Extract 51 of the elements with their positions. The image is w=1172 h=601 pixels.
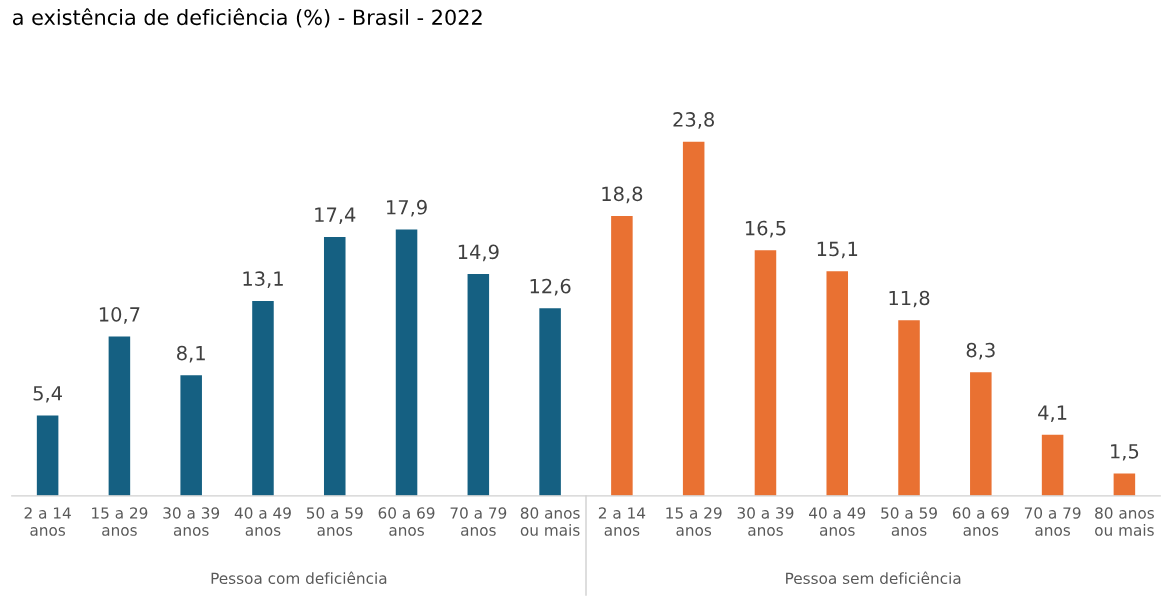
data-label: 17,9 (387, 199, 427, 217)
bar (754, 250, 777, 496)
text: Pessoa sem deficiência (786, 571, 961, 585)
x-tick-label: 40 a 49 anos (234, 507, 291, 536)
bar (323, 236, 346, 496)
x-tick-label: 50 a 59 anos (306, 507, 363, 536)
data-label: 5,4 (33, 386, 62, 403)
text: Pessoa com deficiência (211, 571, 387, 585)
x-tick-label: 2 a 14 anos (24, 507, 71, 536)
x-tick-label: 40 a 49 anos (809, 507, 866, 536)
data-label: 4,1 (1038, 405, 1067, 422)
bar (539, 308, 561, 496)
data-label: 10,7 (99, 307, 140, 324)
x-tick-label: 70 a 79 anos (450, 507, 507, 536)
data-label: 17,4 (315, 207, 356, 225)
data-label: 13,1 (243, 271, 283, 288)
x-tick-label: 80 anos ou mais (520, 507, 580, 536)
bar (898, 320, 920, 496)
data-label: 15,1 (817, 241, 858, 259)
x-tick-label: 30 a 39 anos (737, 507, 794, 536)
bar (1113, 473, 1136, 496)
data-label: 18,8 (602, 186, 643, 204)
data-label: 14,9 (458, 244, 499, 262)
x-tick-label: 60 a 69 anos (952, 507, 1009, 536)
x-tick-label: 2 a 14 anos (598, 507, 646, 536)
chart-title: a existência de deficiência (%) - Brasil - 2022 (12, 8, 482, 28)
x-tick-label: 70 a 79 anos (1024, 507, 1081, 536)
data-label: 8,1 (177, 345, 205, 363)
bar (467, 274, 490, 496)
bar (252, 300, 274, 496)
data-label: 16,5 (745, 220, 786, 238)
data-label: 8,3 (966, 342, 995, 360)
x-tick-label: 15 a 29 anos (666, 507, 722, 536)
bar (826, 271, 849, 496)
data-label: 1,5 (1111, 444, 1139, 461)
bar (611, 216, 633, 496)
x-tick-label: 30 a 39 anos (163, 507, 220, 536)
data-label: 11,8 (889, 290, 930, 308)
x-tick-label: 80 anos ou mais (1095, 507, 1154, 536)
data-label: 23,8 (673, 112, 714, 129)
bar (1041, 434, 1064, 496)
x-tick-label: 50 a 59 anos (881, 507, 937, 536)
bar (108, 336, 131, 496)
bar (682, 141, 705, 496)
bar (395, 229, 418, 496)
x-tick-label: 60 a 69 anos (378, 507, 435, 536)
data-label: 12,6 (530, 278, 571, 296)
bar (180, 375, 202, 496)
x-tick-label: 15 a 29 anos (92, 507, 148, 536)
bar (970, 372, 992, 496)
bar (36, 415, 59, 496)
